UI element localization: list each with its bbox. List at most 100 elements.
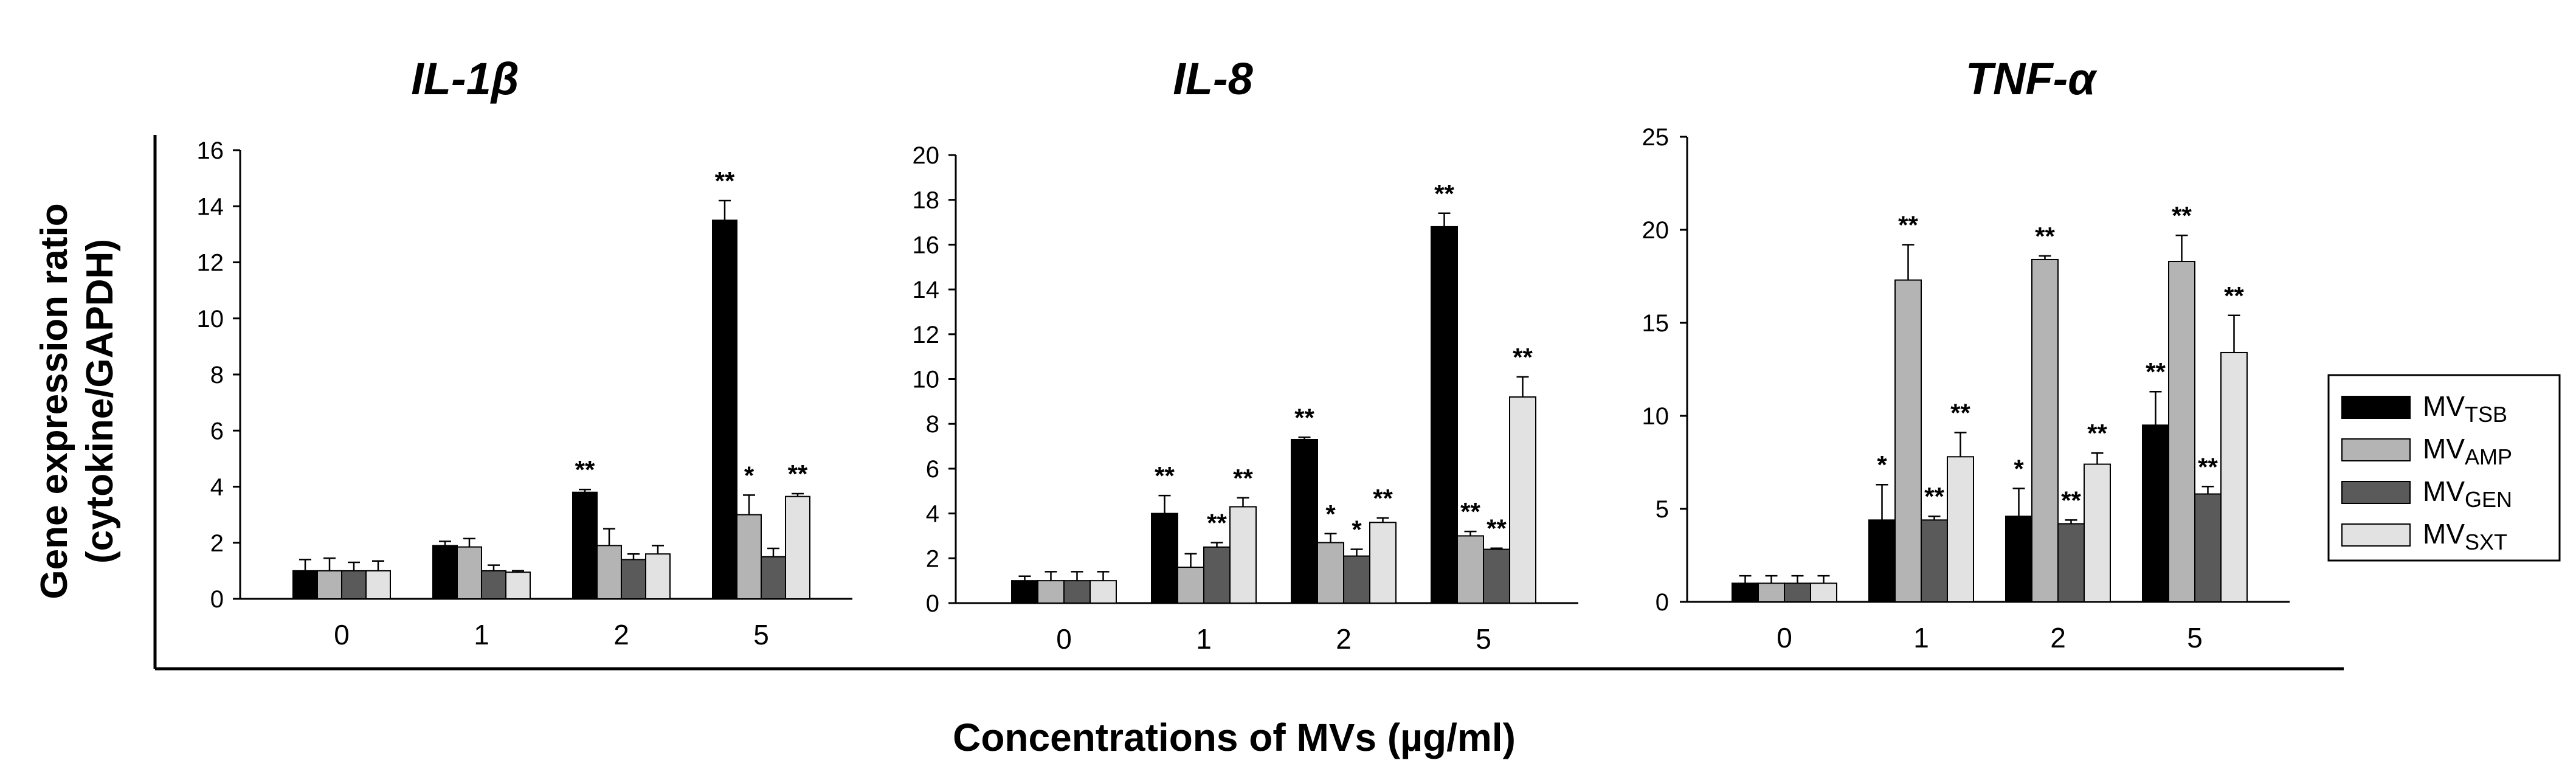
panel-title: IL-1β [411, 53, 519, 104]
bar-mvamp [1758, 582, 1785, 603]
bar-mvsxt [2220, 351, 2248, 603]
bar-mvtsb [1431, 226, 1458, 604]
significance-marker: ** [2146, 357, 2166, 386]
legend-swatch [2341, 523, 2411, 547]
y-tick-label: 20 [913, 142, 940, 169]
y-tick-label: 6 [926, 456, 939, 483]
x-tick-label: 1 [1196, 623, 1212, 655]
legend-swatch [2341, 396, 2411, 419]
significance-marker: ** [1155, 461, 1175, 490]
y-tick-label: 0 [926, 590, 939, 617]
bar-mvtsb [432, 545, 458, 599]
x-tick-label: 5 [1476, 623, 1491, 655]
bar-mvamp [1317, 542, 1344, 604]
significance-marker: ** [2061, 486, 2081, 514]
significance-marker: ** [2198, 452, 2218, 481]
y-tick-label: 2 [210, 530, 224, 557]
y-tick-label: 8 [926, 411, 939, 438]
bar-mvamp [596, 545, 622, 599]
bar-mvgen [1203, 546, 1231, 604]
x-tick-label: 1 [474, 619, 489, 651]
x-tick-label: 0 [334, 619, 350, 651]
bar-mvamp [1177, 567, 1204, 604]
bar-mvamp [317, 570, 342, 599]
legend: MVTSB MVAMP MVGEN MVSXT [2327, 374, 2561, 562]
y-axis-label-line2: (cytokine/GAPDH) [79, 239, 121, 564]
bar-mvsxt [645, 553, 671, 600]
y-tick-label: 15 [1642, 310, 1670, 337]
y-tick-label: 14 [197, 193, 224, 220]
y-tick-label: 0 [210, 586, 224, 613]
legend-label: MVTSB [2423, 390, 2507, 427]
bar-mvtsb [1868, 519, 1896, 602]
bar-mvsxt [365, 570, 391, 599]
bar-mvtsb [292, 570, 318, 599]
significance-marker: ** [2087, 419, 2107, 447]
significance-marker: ** [2172, 201, 2192, 230]
bar-mvtsb [1011, 580, 1038, 604]
y-axis-label-line1: Gene expression ratio [33, 203, 75, 599]
significance-marker: ** [2035, 222, 2055, 250]
significance-marker: * [1877, 450, 1887, 479]
bar-mvamp [736, 514, 762, 599]
x-axis-label: Concentrations of MVs (µg/ml) [953, 716, 1516, 759]
significance-marker: ** [1924, 482, 1944, 511]
bar-mvgen [1063, 580, 1091, 604]
bar-mvgen [1483, 548, 1510, 604]
bar-mvgen [761, 556, 786, 599]
bar-mvamp [1894, 279, 1922, 602]
bar-mvtsb [1151, 513, 1178, 604]
significance-marker: ** [715, 167, 735, 195]
bar-mvsxt [1369, 522, 1397, 604]
y-tick-label: 12 [197, 250, 224, 277]
y-tick-label: 16 [197, 137, 224, 164]
bar-mvsxt [1509, 396, 1536, 604]
x-tick-label: 2 [2050, 622, 2066, 654]
y-tick-label: 4 [926, 501, 939, 528]
bar-mvgen [2057, 523, 2085, 602]
bar-mvtsb [1732, 582, 1759, 603]
bar-mvamp [2031, 258, 2059, 602]
y-tick-label: 10 [197, 306, 224, 333]
legend-label: MVGEN [2423, 475, 2512, 512]
bar-mvgen [341, 570, 367, 599]
significance-marker: ** [1487, 514, 1507, 543]
bar-mvsxt [1089, 580, 1117, 604]
significance-marker: ** [1233, 464, 1253, 492]
y-tick-label: 12 [913, 322, 940, 348]
x-tick-label: 0 [1777, 622, 1792, 654]
x-tick-label: 2 [1336, 623, 1352, 655]
bar-mvsxt [1810, 582, 1837, 603]
bar-mvgen [2194, 493, 2222, 603]
y-tick-label: 5 [1656, 496, 1669, 523]
significance-marker: ** [2224, 281, 2244, 310]
significance-marker: ** [788, 460, 808, 488]
significance-marker: ** [1434, 179, 1454, 208]
significance-marker: ** [1898, 210, 1918, 239]
significance-marker: ** [1294, 403, 1314, 432]
x-tick-label: 1 [1913, 622, 1929, 654]
significance-marker: ** [1950, 399, 1970, 427]
x-tick-label: 0 [1056, 623, 1072, 655]
panel-title: TNF-α [1966, 53, 2098, 104]
bar-mvgen [1784, 582, 1811, 603]
legend-label: MVSXT [2423, 518, 2507, 554]
legend-swatch [2341, 481, 2411, 504]
significance-marker: * [2014, 454, 2024, 483]
y-tick-label: 25 [1642, 124, 1670, 151]
bar-mvsxt [505, 571, 531, 600]
y-tick-label: 14 [913, 277, 940, 303]
significance-marker: * [1352, 516, 1362, 544]
y-tick-label: 4 [210, 474, 224, 501]
bar-mvsxt [785, 495, 810, 599]
legend-label: MVAMP [2423, 433, 2512, 469]
bar-mvsxt [2084, 463, 2111, 602]
x-tick-label: 2 [613, 619, 629, 651]
panel-title: IL-8 [1173, 53, 1253, 104]
y-tick-label: 10 [913, 367, 940, 393]
y-tick-label: 10 [1642, 403, 1670, 430]
y-tick-label: 6 [210, 418, 224, 444]
